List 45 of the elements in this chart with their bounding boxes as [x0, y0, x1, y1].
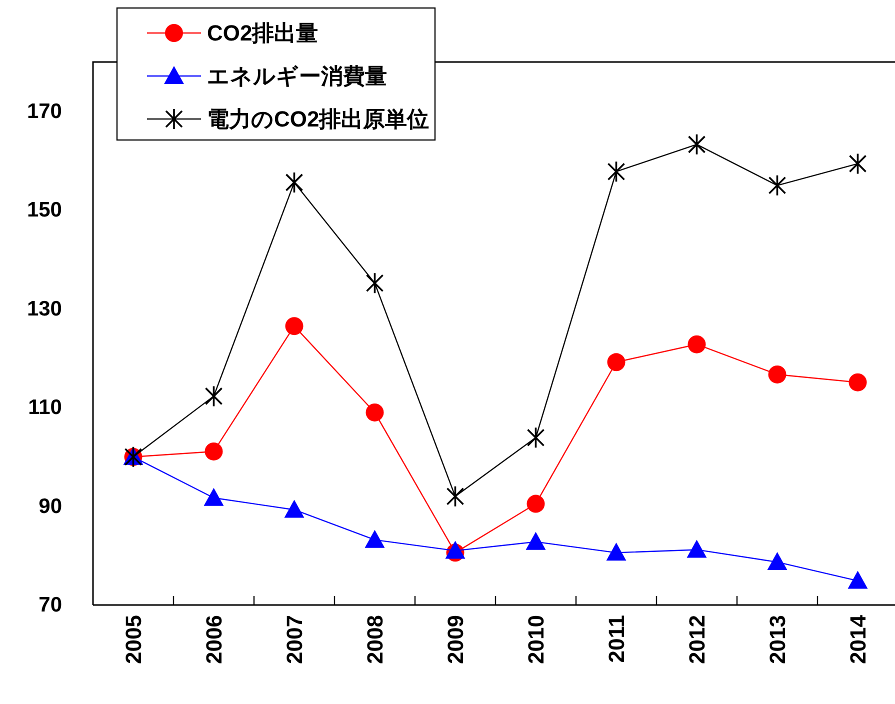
point: [768, 365, 786, 384]
y-tick-label: 110: [28, 396, 62, 420]
x-tick-label: 2007: [282, 615, 307, 664]
point: [285, 317, 304, 336]
y-tick-label: 170: [26, 100, 62, 123]
x-tick-label: 2006: [201, 615, 226, 664]
point: [366, 403, 384, 422]
y-tick-label: 130: [26, 297, 62, 320]
point: [445, 540, 466, 559]
legend-label: 電力のCO2排出原単位: [207, 106, 430, 132]
point: [688, 335, 706, 354]
point: [366, 272, 384, 294]
x-tick-label: 2011: [604, 615, 629, 663]
y-tick-label: 70: [38, 594, 62, 616]
x-tick-label: 2014: [845, 614, 870, 664]
point: [204, 385, 223, 408]
point: [204, 488, 224, 506]
y-tick-label: 150: [26, 198, 62, 222]
x-tick-label: 2005: [120, 615, 146, 664]
point: [848, 373, 867, 392]
point: [686, 540, 707, 558]
point: [768, 174, 786, 196]
point: [688, 134, 706, 156]
x-tick-label: 2012: [684, 615, 710, 664]
y-tick-label: 90: [38, 494, 62, 518]
x-tick-label: 2008: [362, 615, 388, 664]
point: [848, 152, 867, 175]
point: [285, 172, 304, 194]
point: [284, 500, 304, 518]
point: [204, 442, 223, 460]
point: [607, 160, 626, 182]
x-tick-label: 2009: [442, 615, 468, 664]
legend-label: CO2排出量: [207, 20, 318, 46]
point: [526, 494, 545, 513]
point: [446, 486, 464, 508]
point: [767, 552, 788, 570]
point: [607, 353, 626, 372]
point: [526, 532, 546, 550]
x-tick-label: 2013: [764, 615, 790, 664]
point: [848, 570, 868, 589]
point: [606, 542, 626, 561]
point: [364, 530, 385, 548]
point: [526, 426, 545, 449]
legend-label: エネルギー消費量: [207, 64, 387, 88]
x-tick-label: 2010: [523, 615, 548, 664]
